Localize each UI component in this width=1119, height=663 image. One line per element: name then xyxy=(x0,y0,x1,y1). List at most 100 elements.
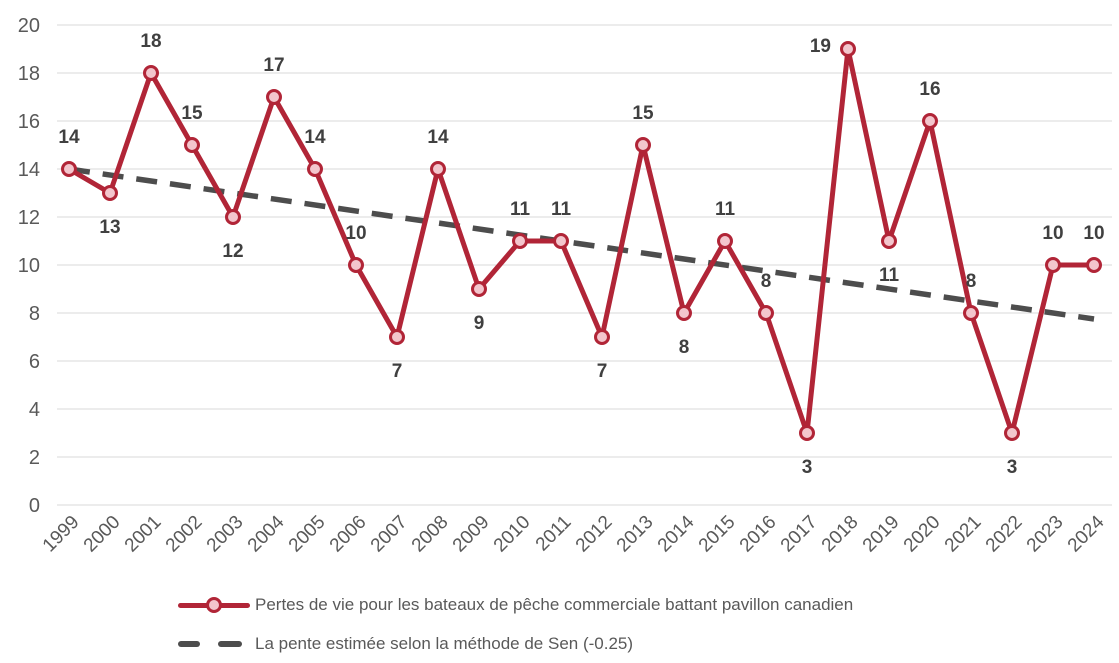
x-tick-label: 2005 xyxy=(285,512,330,557)
x-tick-label: 2015 xyxy=(695,512,740,557)
x-tick-label: 2014 xyxy=(654,511,699,556)
data-point xyxy=(143,65,159,81)
data-label: 11 xyxy=(715,199,736,220)
svg-text:2010: 2010 xyxy=(490,512,535,557)
x-tick-label: 2011 xyxy=(532,512,576,556)
data-label: 7 xyxy=(392,361,403,382)
data-point xyxy=(922,113,938,129)
x-tick-label: 1999 xyxy=(39,512,84,557)
y-tick-label: 2 xyxy=(29,447,40,469)
data-label: 13 xyxy=(99,217,120,238)
svg-text:2018: 2018 xyxy=(818,512,863,557)
data-point xyxy=(635,137,651,153)
svg-text:2013: 2013 xyxy=(613,512,658,557)
data-point xyxy=(184,137,200,153)
legend-label-series: Pertes de vie pour les bateaux de pêche … xyxy=(255,595,854,614)
x-tick-label: 2002 xyxy=(162,512,207,557)
svg-text:2009: 2009 xyxy=(449,512,494,557)
data-label: 8 xyxy=(966,271,977,292)
data-label: 14 xyxy=(427,127,449,148)
data-label: 10 xyxy=(1083,223,1104,244)
data-point xyxy=(430,161,446,177)
x-tick-label: 2008 xyxy=(408,512,453,557)
x-tick-label: 2013 xyxy=(613,512,658,557)
data-label: 14 xyxy=(58,127,80,148)
y-tick-label: 6 xyxy=(29,351,40,373)
y-tick-label: 12 xyxy=(18,207,40,229)
data-label: 3 xyxy=(1007,457,1018,478)
x-tick-label: 2023 xyxy=(1023,512,1068,557)
data-point xyxy=(840,41,856,57)
legend-item-trend: La pente estimée selon la méthode de Sen… xyxy=(178,634,853,653)
x-tick-label: 2012 xyxy=(572,512,617,557)
svg-text:2008: 2008 xyxy=(408,512,453,557)
y-tick-label: 16 xyxy=(18,111,40,133)
data-point xyxy=(512,233,528,249)
data-label: 7 xyxy=(597,361,608,382)
data-label: 17 xyxy=(263,55,284,76)
data-label: 15 xyxy=(632,103,654,124)
data-point xyxy=(758,305,774,321)
x-tick-label: 2020 xyxy=(900,512,945,557)
data-point xyxy=(881,233,897,249)
y-tick-label: 18 xyxy=(18,63,40,85)
x-tick-label: 2000 xyxy=(80,512,125,557)
data-label: 11 xyxy=(510,199,531,220)
x-tick-label: 2003 xyxy=(203,512,248,557)
data-point xyxy=(1045,257,1061,273)
svg-text:2023: 2023 xyxy=(1023,512,1068,557)
svg-text:2016: 2016 xyxy=(736,512,781,557)
y-tick-label: 0 xyxy=(29,495,40,517)
data-label: 18 xyxy=(140,31,161,52)
legend-dash-segment xyxy=(218,641,242,647)
line-chart: 0246810121416182019992000200120022003200… xyxy=(18,15,1112,557)
svg-text:2000: 2000 xyxy=(80,512,125,557)
x-tick-label: 2024 xyxy=(1064,511,1109,556)
svg-text:2005: 2005 xyxy=(285,512,330,557)
svg-text:2002: 2002 xyxy=(162,512,207,557)
svg-text:2007: 2007 xyxy=(367,512,412,557)
data-label: 11 xyxy=(551,199,572,220)
data-point xyxy=(61,161,77,177)
data-point xyxy=(799,425,815,441)
legend-label-trend: La pente estimée selon la méthode de Sen… xyxy=(255,634,634,653)
svg-text:2020: 2020 xyxy=(900,512,945,557)
x-tick-label: 2019 xyxy=(859,512,904,557)
svg-text:2011: 2011 xyxy=(532,512,576,556)
x-tick-label: 2022 xyxy=(982,512,1027,557)
svg-text:2001: 2001 xyxy=(121,512,166,557)
x-tick-label: 2018 xyxy=(818,512,863,557)
data-point xyxy=(266,89,282,105)
svg-text:2004: 2004 xyxy=(244,511,289,556)
svg-text:1999: 1999 xyxy=(39,512,84,557)
data-label: 10 xyxy=(1042,223,1063,244)
x-tick-label: 2004 xyxy=(244,511,289,556)
y-tick-label: 10 xyxy=(18,255,40,277)
data-label: 14 xyxy=(304,127,326,148)
x-tick-label: 2001 xyxy=(121,512,166,557)
y-tick-label: 14 xyxy=(18,159,40,181)
x-tick-label: 2009 xyxy=(449,512,494,557)
x-tick-label: 2016 xyxy=(736,512,781,557)
svg-text:2021: 2021 xyxy=(941,512,986,557)
data-label: 19 xyxy=(810,36,831,57)
legend-item-series: Pertes de vie pour les bateaux de pêche … xyxy=(178,595,854,614)
data-label: 12 xyxy=(222,241,243,262)
svg-text:2019: 2019 xyxy=(859,512,904,557)
data-label: 3 xyxy=(802,457,813,478)
data-point xyxy=(307,161,323,177)
gray-dashed-swatch-icon xyxy=(178,635,242,653)
legend-circle-marker-icon xyxy=(206,597,222,613)
data-point xyxy=(553,233,569,249)
data-point xyxy=(348,257,364,273)
legend-dash-segment xyxy=(178,641,200,647)
x-tick-label: 2010 xyxy=(490,512,535,557)
svg-text:2014: 2014 xyxy=(654,511,699,556)
series-line xyxy=(66,46,1097,436)
data-point xyxy=(389,329,405,345)
data-point xyxy=(1004,425,1020,441)
svg-text:2017: 2017 xyxy=(777,512,822,557)
x-tick-label: 2007 xyxy=(367,512,412,557)
data-label: 15 xyxy=(181,103,203,124)
